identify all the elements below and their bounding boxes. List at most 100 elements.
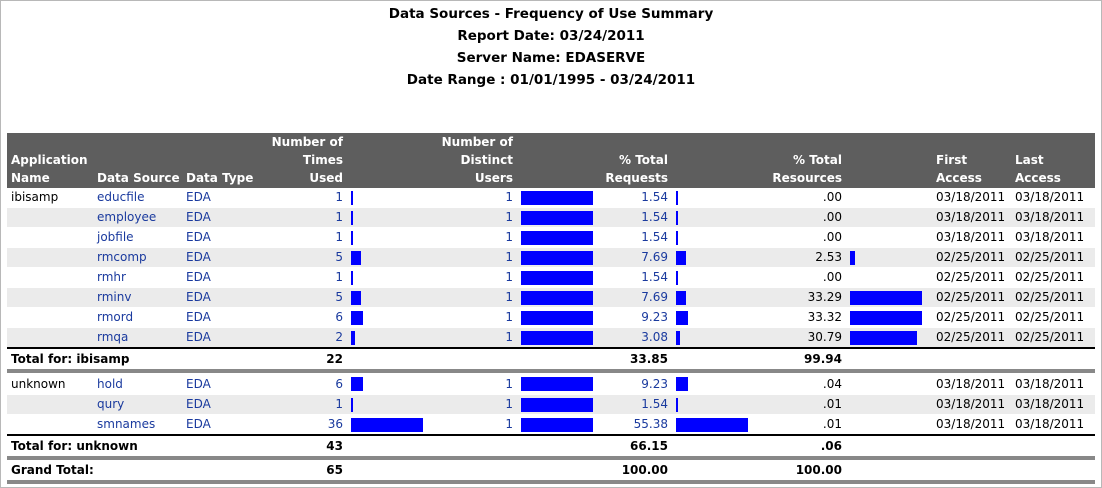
distinct-users-link[interactable]: 1 <box>427 287 517 308</box>
pct-resources-value: 30.79 <box>762 327 846 349</box>
pct-resources-bar-cell <box>846 327 932 349</box>
times-used-link[interactable]: 5 <box>257 287 347 308</box>
spacer <box>427 457 517 484</box>
data-source-link[interactable]: employee <box>93 207 182 228</box>
pct-resources-bar-cell <box>846 371 932 395</box>
first-access-value: 03/18/2011 <box>932 227 1011 248</box>
times-used-bar-cell <box>347 414 427 436</box>
data-source-link[interactable]: smnames <box>93 414 182 436</box>
report-date: Report Date: 03/24/2011 <box>457 28 645 44</box>
times-used-bar-cell <box>347 371 427 395</box>
distinct-users-link[interactable]: 1 <box>427 371 517 395</box>
pct-requests-link[interactable]: 7.69 <box>596 247 672 268</box>
distinct-users-link[interactable]: 1 <box>427 188 517 208</box>
distinct-users-link[interactable]: 1 <box>427 307 517 328</box>
times-used-link[interactable]: 6 <box>257 307 347 328</box>
first-access-value: 02/25/2011 <box>932 247 1011 268</box>
grand-total-label: Grand Total: <box>7 457 257 484</box>
data-type-link[interactable]: EDA <box>182 307 257 328</box>
col-last-access: Last Access <box>1011 133 1095 188</box>
pct-requests-bar <box>676 330 680 345</box>
pct-requests-link[interactable]: 1.54 <box>596 267 672 288</box>
first-access-value: 02/25/2011 <box>932 307 1011 328</box>
pct-requests-link[interactable]: 55.38 <box>596 414 672 436</box>
times-used-bar-cell <box>347 267 427 288</box>
pct-requests-bar <box>676 417 748 432</box>
distinct-users-bar <box>521 330 593 345</box>
data-type-link[interactable]: EDA <box>182 188 257 208</box>
times-used-link[interactable]: 36 <box>257 414 347 436</box>
pct-requests-link[interactable]: 1.54 <box>596 188 672 208</box>
distinct-users-link[interactable]: 1 <box>427 247 517 268</box>
pct-requests-bar <box>676 376 688 391</box>
data-source-link[interactable]: rmord <box>93 307 182 328</box>
table-row: employee EDA 1 1 1.54.00 03/18/2011 03/18/2011 <box>7 207 1095 228</box>
group-total-times: 43 <box>257 434 347 460</box>
data-type-link[interactable]: EDA <box>182 327 257 349</box>
data-source-link[interactable]: rmcomp <box>93 247 182 268</box>
pct-requests-link[interactable]: 1.54 <box>596 207 672 228</box>
pct-requests-bar <box>676 397 678 412</box>
times-used-link[interactable]: 1 <box>257 267 347 288</box>
distinct-users-link[interactable]: 1 <box>427 207 517 228</box>
distinct-users-bar <box>521 290 593 305</box>
data-source-link[interactable]: rmqa <box>93 327 182 349</box>
data-source-link[interactable]: rmhr <box>93 267 182 288</box>
data-type-link[interactable]: EDA <box>182 207 257 228</box>
col-req-bar <box>672 133 762 188</box>
pct-requests-link[interactable]: 3.08 <box>596 327 672 349</box>
pct-requests-link[interactable]: 1.54 <box>596 394 672 415</box>
times-used-link[interactable]: 1 <box>257 207 347 228</box>
pct-resources-value: 2.53 <box>762 247 846 268</box>
data-source-link[interactable]: hold <box>93 371 182 395</box>
times-used-link[interactable]: 5 <box>257 247 347 268</box>
pct-resources-value: .01 <box>762 414 846 436</box>
pct-requests-link[interactable]: 7.69 <box>596 287 672 308</box>
pct-resources-value: .01 <box>762 394 846 415</box>
table-row: rmhr EDA 1 1 1.54.00 02/25/2011 02/25/2011 <box>7 267 1095 288</box>
data-type-link[interactable]: EDA <box>182 414 257 436</box>
first-access-value: 02/25/2011 <box>932 287 1011 308</box>
pct-resources-value: .00 <box>762 207 846 228</box>
spacer <box>517 457 596 484</box>
pct-requests-bar-cell <box>672 394 762 415</box>
col-pct-resources: % Total Resources <box>762 133 846 188</box>
app-name-cell <box>7 414 93 436</box>
distinct-users-link[interactable]: 1 <box>427 414 517 436</box>
times-used-bar <box>351 397 353 412</box>
first-access-value: 03/18/2011 <box>932 394 1011 415</box>
last-access-value: 03/18/2011 <box>1011 414 1095 436</box>
distinct-users-bar <box>521 270 593 285</box>
distinct-users-link[interactable]: 1 <box>427 327 517 349</box>
times-used-bar <box>351 376 363 391</box>
times-used-bar <box>351 230 353 245</box>
data-type-link[interactable]: EDA <box>182 371 257 395</box>
col-pct-requests: % Total Requests <box>596 133 672 188</box>
times-used-link[interactable]: 1 <box>257 188 347 208</box>
data-source-link[interactable]: educfile <box>93 188 182 208</box>
times-used-link[interactable]: 6 <box>257 371 347 395</box>
times-used-link[interactable]: 1 <box>257 227 347 248</box>
pct-requests-bar-cell <box>672 207 762 228</box>
times-used-link[interactable]: 1 <box>257 394 347 415</box>
pct-requests-link[interactable]: 9.23 <box>596 307 672 328</box>
pct-requests-link[interactable]: 9.23 <box>596 371 672 395</box>
data-type-link[interactable]: EDA <box>182 247 257 268</box>
data-type-link[interactable]: EDA <box>182 394 257 415</box>
distinct-users-bar-cell <box>517 227 596 248</box>
data-type-link[interactable]: EDA <box>182 287 257 308</box>
distinct-users-link[interactable]: 1 <box>427 394 517 415</box>
distinct-users-link[interactable]: 1 <box>427 227 517 248</box>
data-type-link[interactable]: EDA <box>182 267 257 288</box>
pct-requests-bar <box>676 190 678 205</box>
distinct-users-link[interactable]: 1 <box>427 267 517 288</box>
times-used-link[interactable]: 2 <box>257 327 347 349</box>
pct-requests-link[interactable]: 1.54 <box>596 227 672 248</box>
data-source-link[interactable]: jobfile <box>93 227 182 248</box>
times-used-bar <box>351 330 355 345</box>
pct-resources-bar-cell <box>846 307 932 328</box>
data-type-link[interactable]: EDA <box>182 227 257 248</box>
times-used-bar <box>351 417 423 432</box>
data-source-link[interactable]: qury <box>93 394 182 415</box>
data-source-link[interactable]: rminv <box>93 287 182 308</box>
